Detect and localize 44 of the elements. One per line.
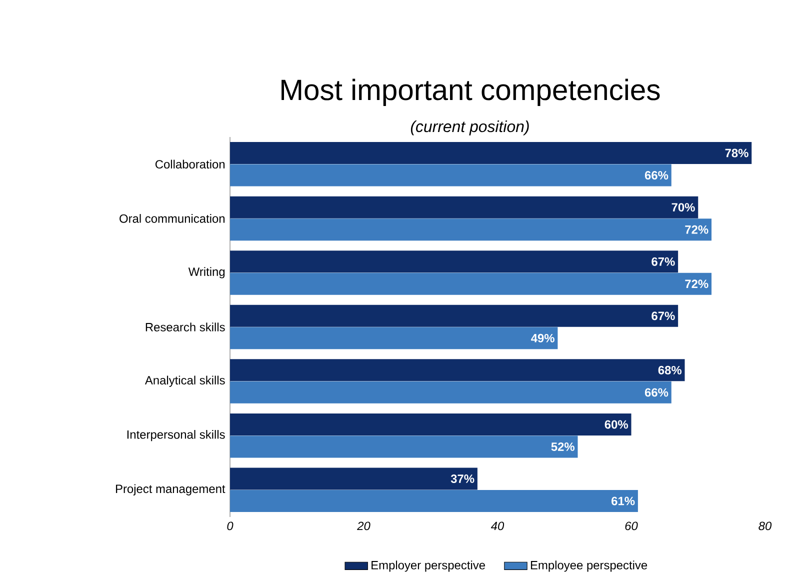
y-tick-label: Project management — [116, 484, 226, 496]
y-tick-label: Oral communication — [120, 214, 225, 223]
data-label: 52% — [551, 442, 575, 451]
y-tick-label: Writing — [188, 267, 225, 278]
bar — [230, 381, 672, 404]
data-label: 67% — [652, 312, 675, 320]
x-tick-label: 40 — [490, 522, 504, 530]
chart-title: Most important competencies — [282, 78, 660, 106]
bar — [230, 164, 672, 186]
bar — [230, 304, 678, 327]
x-tick-label: 0 — [227, 522, 234, 530]
x-tick-label: 80 — [758, 522, 772, 530]
y-tick-label: Research skills — [146, 322, 225, 332]
bar — [230, 218, 712, 241]
data-label: 78% — [725, 148, 748, 158]
bar — [230, 490, 638, 512]
bar — [230, 142, 752, 164]
chart-subtitle: (current position) — [410, 120, 529, 136]
bar — [230, 468, 478, 490]
x-tick-label: 20 — [357, 522, 370, 530]
data-label: 67% — [652, 257, 675, 266]
bar — [230, 272, 712, 295]
bar — [230, 413, 632, 436]
bar — [230, 359, 685, 382]
x-tick-label: 60 — [625, 522, 638, 530]
y-tick-label: Collaboration — [155, 160, 225, 169]
data-label: 60% — [604, 420, 628, 429]
y-tick-label: Interpersonal skills — [127, 430, 225, 442]
data-label: 66% — [644, 388, 668, 397]
data-label: 72% — [685, 225, 708, 234]
legend-label: Employee perspective — [530, 560, 648, 572]
data-label: 72% — [685, 280, 708, 288]
data-label: 66% — [644, 171, 668, 180]
y-tick-label: Analytical skills — [144, 376, 225, 387]
data-label: 49% — [531, 334, 554, 342]
legend-label: Employer perspective — [372, 560, 485, 572]
bar — [230, 436, 578, 458]
data-label: 61% — [612, 496, 635, 506]
bar — [230, 327, 558, 350]
bar — [230, 196, 698, 218]
data-label: 68% — [658, 366, 682, 374]
data-label: 70% — [672, 203, 695, 212]
data-label: 37% — [450, 474, 474, 483]
bar — [230, 250, 678, 273]
